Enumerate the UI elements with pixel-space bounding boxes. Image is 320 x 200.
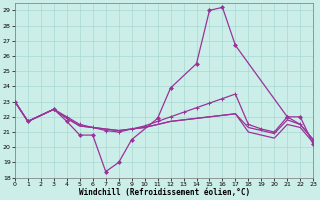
- X-axis label: Windchill (Refroidissement éolien,°C): Windchill (Refroidissement éolien,°C): [78, 188, 250, 197]
